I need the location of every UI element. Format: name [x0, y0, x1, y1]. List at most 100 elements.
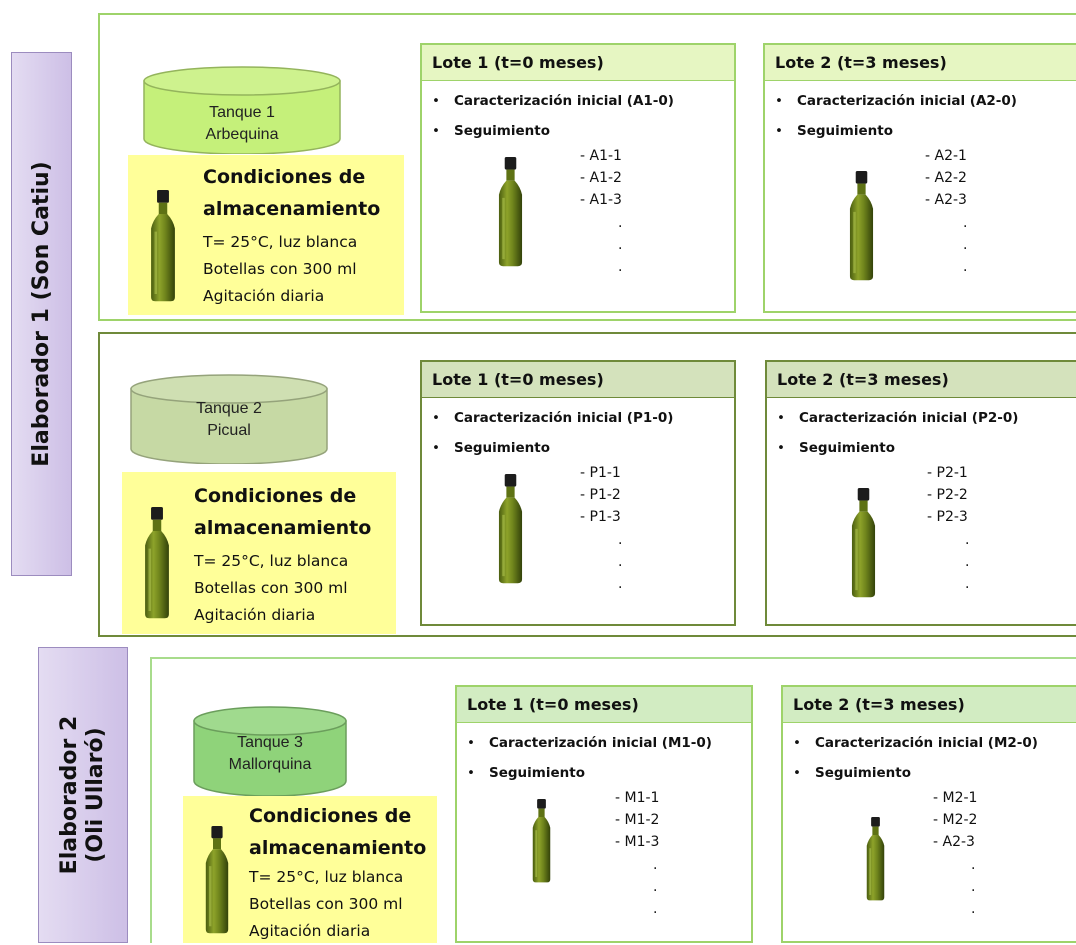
producer-name-2-line1: Elaborador 2 [57, 715, 82, 875]
sample-code: - M1-3 [615, 834, 660, 850]
continuation-dot: . [653, 857, 658, 873]
tank-3: Tanque 3 Mallorquina [193, 706, 347, 796]
lote-2-box: Lote 2 (t=3 meses) • Caracterización inici… [781, 685, 1076, 943]
sample-code: - P2-3 [927, 509, 968, 525]
bullet: • [777, 440, 785, 456]
bullet: • [432, 123, 440, 139]
sample-code: - P2-2 [927, 487, 968, 503]
lote-title: Lote 2 (t=3 meses) [783, 687, 1076, 723]
follow-up-text: Seguimiento [815, 765, 911, 781]
oil-bottle-icon [847, 488, 880, 598]
tank-name: Tanque 1 [209, 104, 275, 121]
storage-conditions-box: Condiciones de almacenamiento T= 25°C, luz… [128, 155, 404, 315]
initial-characterization-text: Caracterización inicial (P2-0) [799, 410, 1019, 426]
initial-characterization-item: • Caracterización inicial (A2-0) [775, 91, 1017, 111]
tank-shape [130, 374, 328, 464]
oil-bottle-icon [140, 507, 174, 619]
conditions-bottles: Botellas con 300 ml [249, 895, 403, 913]
continuation-dot: . [965, 532, 970, 548]
initial-characterization-text: Caracterización inicial (M1-0) [489, 735, 712, 751]
continuation-dot: . [963, 215, 968, 231]
conditions-title-line1: Condiciones de [194, 485, 357, 507]
oil-bottle-icon [863, 817, 888, 901]
sample-code: - M2-2 [933, 812, 978, 828]
follow-up-text: Seguimiento [454, 123, 550, 139]
lote-2-box: Lote 2 (t=3 meses) • Caracterización inici… [765, 360, 1076, 626]
producer-name-2-line2: (Oli Ullaró) [83, 727, 108, 863]
oil-bottle-icon [201, 826, 233, 934]
sample-code: - A2-3 [925, 192, 967, 208]
follow-up-text: Seguimiento [489, 765, 585, 781]
conditions-bottles: Botellas con 300 ml [203, 260, 357, 278]
producer-label-1: Elaborador 1 (Son Catiu) [11, 52, 72, 576]
oil-bottle-icon [494, 474, 527, 584]
tank-shape [143, 66, 341, 154]
lote-2-box: Lote 2 (t=3 meses) • Caracterización inici… [763, 43, 1076, 313]
initial-characterization-text: Caracterización inicial (A2-0) [797, 93, 1017, 109]
bullet: • [793, 765, 801, 781]
sample-code: - M1-1 [615, 790, 660, 806]
initial-characterization-item: • Caracterización inicial (P2-0) [777, 408, 1018, 428]
continuation-dot: . [618, 259, 623, 275]
tank-variety: Picual [207, 422, 251, 439]
lote-1-box: Lote 1 (t=0 meses) • Caracterización inici… [420, 360, 736, 626]
continuation-dot: . [618, 554, 623, 570]
continuation-dot: . [653, 879, 658, 895]
continuation-dot: . [971, 879, 976, 895]
lote-1-box: Lote 1 (t=0 meses) • Caracterización inici… [420, 43, 736, 313]
lote-title: Lote 1 (t=0 meses) [457, 687, 751, 723]
continuation-dot: . [965, 554, 970, 570]
follow-up-item: • Seguimiento [793, 763, 911, 783]
sample-code: - A2-2 [925, 170, 967, 186]
initial-characterization-item: • Caracterización inicial (P1-0) [432, 408, 673, 428]
bullet: • [775, 93, 783, 109]
initial-characterization-text: Caracterización inicial (M2-0) [815, 735, 1038, 751]
conditions-agitation: Agitación diaria [249, 922, 371, 940]
continuation-dot: . [971, 901, 976, 917]
follow-up-item: • Seguimiento [467, 763, 585, 783]
continuation-dot: . [618, 237, 623, 253]
sample-code: - P1-2 [580, 487, 621, 503]
follow-up-item: • Seguimiento [432, 121, 550, 141]
sample-code: - A1-3 [580, 192, 622, 208]
bullet: • [775, 123, 783, 139]
conditions-title-line1: Condiciones de [249, 805, 412, 827]
sample-code: - P1-1 [580, 465, 621, 481]
bullet: • [467, 765, 475, 781]
conditions-temp: T= 25°C, luz blanca [203, 233, 358, 251]
initial-characterization-item: • Caracterización inicial (M1-0) [467, 733, 712, 753]
bullet: • [432, 410, 440, 426]
sample-code: - M2-1 [933, 790, 978, 806]
continuation-dot: . [618, 576, 623, 592]
conditions-agitation: Agitación diaria [203, 287, 325, 305]
initial-characterization-item: • Caracterización inicial (A1-0) [432, 91, 674, 111]
sample-code: - A2-1 [925, 148, 967, 164]
oil-bottle-icon [146, 190, 180, 302]
tank-variety: Mallorquina [228, 756, 312, 773]
continuation-dot: . [971, 857, 976, 873]
conditions-title-line2: almacenamiento [249, 837, 427, 859]
storage-conditions-box: Condiciones de almacenamiento T= 25°C, luz… [183, 796, 437, 943]
sample-code: - P2-1 [927, 465, 968, 481]
initial-characterization-text: Caracterización inicial (P1-0) [454, 410, 674, 426]
sample-code: - A1-2 [580, 170, 622, 186]
conditions-bottles: Botellas con 300 ml [194, 579, 348, 597]
tank-name: Tanque 3 [237, 734, 303, 751]
sample-code: - M1-2 [615, 812, 660, 828]
follow-up-text: Seguimiento [797, 123, 893, 139]
storage-conditions-box: Condiciones de almacenamiento T= 25°C, luz… [122, 472, 396, 634]
lote-1-box: Lote 1 (t=0 meses) • Caracterización inici… [455, 685, 753, 943]
conditions-temp: T= 25°C, luz blanca [194, 552, 349, 570]
producer-name-2: Elaborador 2 (Oli Ullaró) [57, 716, 109, 875]
sample-code: - A1-1 [580, 148, 622, 164]
tank-variety: Arbequina [205, 126, 279, 143]
sample-code: - A2-3 [933, 834, 975, 850]
conditions-title-line2: almacenamiento [194, 517, 372, 539]
conditions-temp: T= 25°C, luz blanca [249, 868, 404, 886]
continuation-dot: . [963, 237, 968, 253]
initial-characterization-text: Caracterización inicial (A1-0) [454, 93, 674, 109]
oil-bottle-icon [494, 157, 527, 267]
tank-1: Tanque 1 Arbequina [143, 66, 341, 154]
tank-2: Tanque 2 Picual [130, 374, 328, 464]
lote-title: Lote 1 (t=0 meses) [422, 45, 734, 81]
